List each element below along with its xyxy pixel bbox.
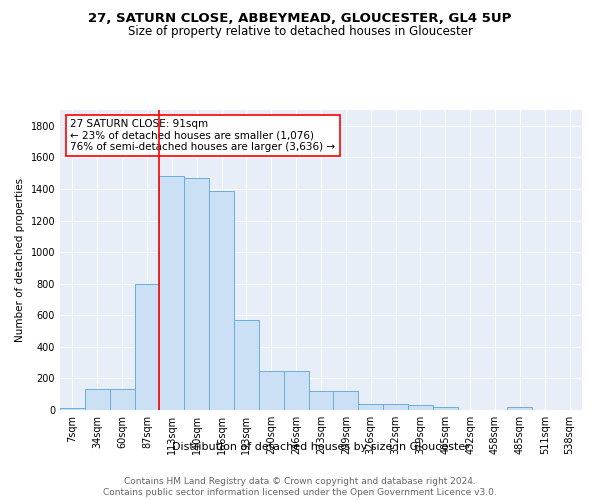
Bar <box>60 408 85 410</box>
Text: Size of property relative to detached houses in Gloucester: Size of property relative to detached ho… <box>128 25 473 38</box>
Bar <box>284 370 308 410</box>
Bar <box>383 404 408 410</box>
Bar <box>209 190 234 410</box>
Bar <box>308 391 334 410</box>
Text: 27 SATURN CLOSE: 91sqm
← 23% of detached houses are smaller (1,076)
76% of semi-: 27 SATURN CLOSE: 91sqm ← 23% of detached… <box>70 119 335 152</box>
Bar <box>134 284 160 410</box>
Text: Contains public sector information licensed under the Open Government Licence v3: Contains public sector information licen… <box>103 488 497 497</box>
Bar <box>85 390 110 410</box>
Bar <box>334 391 358 410</box>
Bar <box>408 406 433 410</box>
Text: Distribution of detached houses by size in Gloucester: Distribution of detached houses by size … <box>172 442 470 452</box>
Bar <box>433 407 458 410</box>
Bar <box>160 176 184 410</box>
Bar <box>184 178 209 410</box>
Bar <box>508 407 532 410</box>
Bar <box>358 404 383 410</box>
Text: Contains HM Land Registry data © Crown copyright and database right 2024.: Contains HM Land Registry data © Crown c… <box>124 476 476 486</box>
Bar <box>110 390 134 410</box>
Y-axis label: Number of detached properties: Number of detached properties <box>15 178 25 342</box>
Bar <box>259 370 284 410</box>
Text: 27, SATURN CLOSE, ABBEYMEAD, GLOUCESTER, GL4 5UP: 27, SATURN CLOSE, ABBEYMEAD, GLOUCESTER,… <box>88 12 512 26</box>
Bar <box>234 320 259 410</box>
